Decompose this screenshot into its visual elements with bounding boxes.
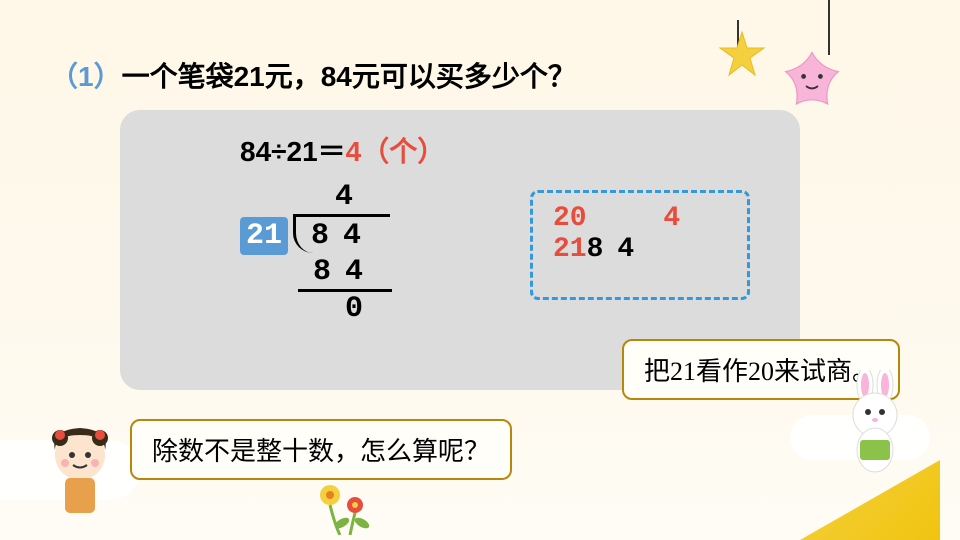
- rabbit-character-icon: [830, 370, 920, 480]
- question-hint-speech: 除数不是整十数，怎么算呢？: [130, 419, 512, 480]
- question-title: （1）一个笔袋21元，84元可以买多少个？: [50, 55, 576, 95]
- trial-quotient: 4: [663, 203, 680, 234]
- equation-result: 4（个）: [346, 136, 446, 167]
- star-pink-icon: [782, 50, 842, 110]
- divisor-highlighted: 21: [240, 217, 288, 255]
- star-yellow-icon: [717, 30, 767, 80]
- girl-character-icon: [40, 420, 120, 520]
- quotient-value: 4: [335, 180, 392, 214]
- actual-divisor: 21: [553, 234, 587, 265]
- estimation-box: 20 4 2184: [530, 190, 750, 300]
- rounded-divisor: 20: [553, 203, 587, 234]
- estimate-dividend: 84: [587, 234, 649, 265]
- question-hint-text: 除数不是整十数，怎么算呢？: [152, 437, 490, 466]
- flower-decoration: [310, 475, 390, 535]
- question-text: 一个笔袋21元，84元可以买多少个？: [122, 61, 576, 92]
- question-number: （1）: [50, 61, 122, 92]
- equation-lhs: 84÷21＝: [240, 136, 346, 167]
- division-equation: 84÷21＝4（个）: [240, 130, 770, 170]
- product-value: 84: [298, 255, 392, 292]
- remainder-value: 0: [345, 292, 392, 326]
- hanging-stars-decoration: [727, 0, 860, 60]
- dividend-value: 84: [293, 214, 390, 253]
- long-division-work: 4 2184 84 0: [240, 180, 392, 326]
